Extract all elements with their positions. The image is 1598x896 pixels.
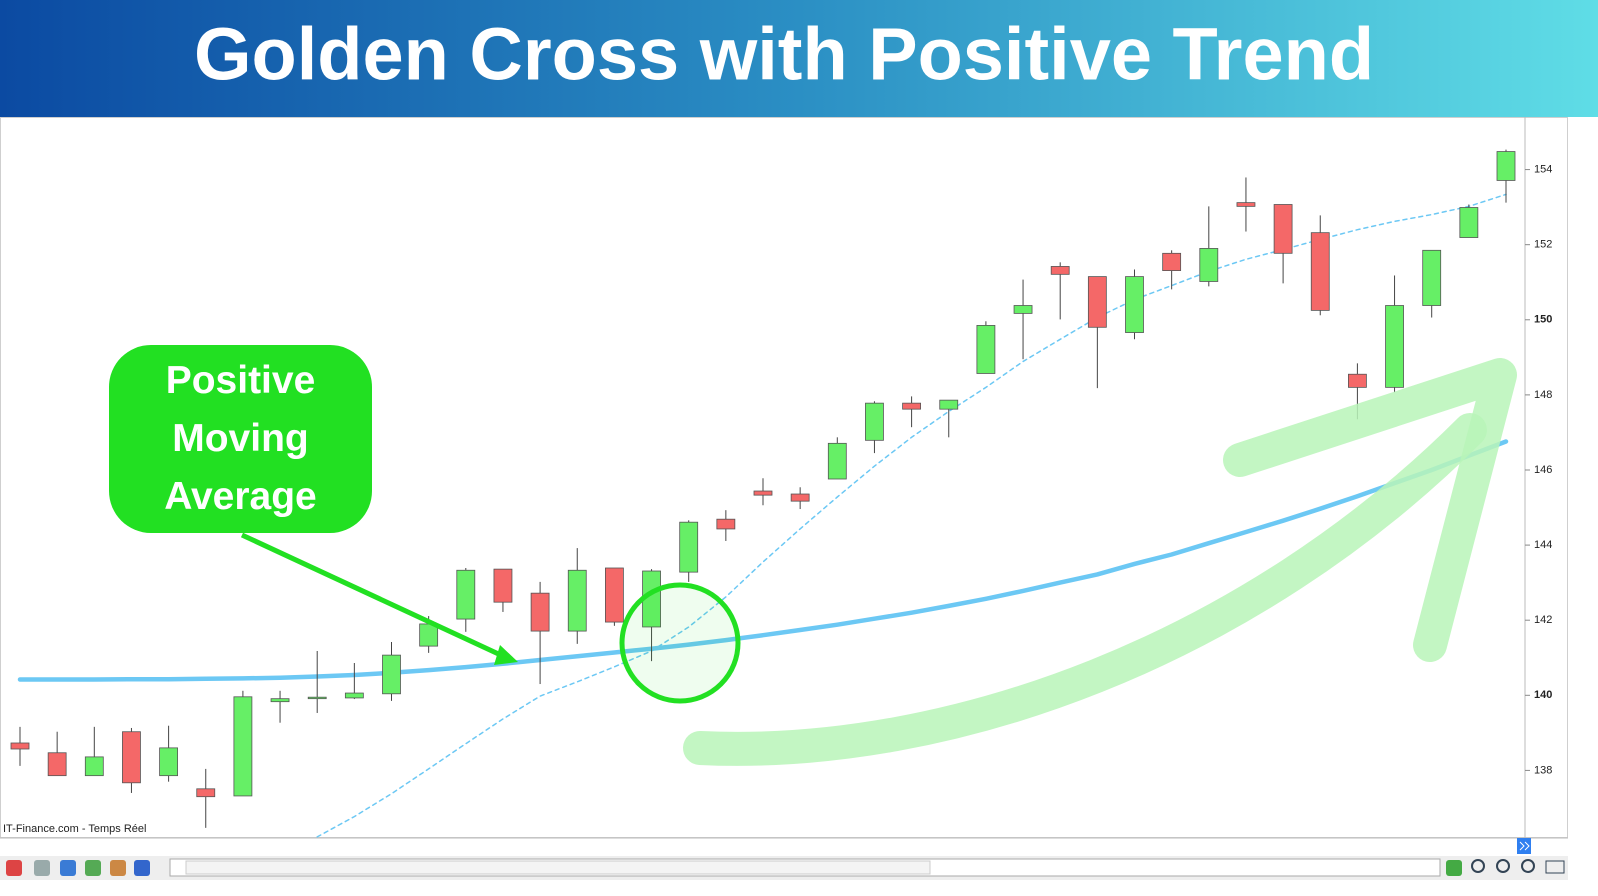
- annotation-arrow: [240, 532, 507, 660]
- y-tick-label: 146: [1534, 464, 1552, 476]
- candle-body: [1310, 232, 1330, 311]
- candle-body: [1422, 249, 1442, 306]
- tool-icon[interactable]: [110, 860, 126, 876]
- tool-icon[interactable]: [6, 860, 22, 876]
- candle-body: [753, 490, 773, 496]
- candle-body: [307, 696, 327, 700]
- tool-icon[interactable]: [34, 860, 50, 876]
- candle-body: [902, 402, 921, 410]
- candle-body: [196, 788, 216, 798]
- y-tick-label: 140: [1534, 689, 1552, 701]
- annotation-box: [109, 345, 372, 533]
- candle-body: [716, 518, 736, 530]
- trend-arrow-head: [1223, 358, 1517, 662]
- candle-body: [344, 692, 364, 699]
- moving-average: [17, 439, 1509, 682]
- y-tick-label: 152: [1534, 239, 1552, 251]
- candle-body: [790, 493, 810, 502]
- zoom-out-icon[interactable]: [1496, 859, 1510, 873]
- moving-average: [316, 193, 1507, 838]
- candle-body: [567, 569, 587, 632]
- candle-body: [939, 399, 959, 410]
- candle-body: [382, 654, 401, 695]
- y-tick-label: 138: [1534, 764, 1552, 776]
- candle-body: [84, 756, 104, 777]
- annotation-arrowhead: [494, 645, 518, 665]
- candle-body: [493, 568, 513, 603]
- y-tick-label: 150: [1534, 314, 1552, 326]
- tool-icon[interactable]: [60, 860, 76, 876]
- menu-icon[interactable]: [1545, 860, 1565, 874]
- tool-icon[interactable]: [1446, 860, 1462, 876]
- trend-arrow: [683, 413, 1487, 766]
- date-strip: [0, 838, 1568, 856]
- candle-body: [270, 698, 290, 703]
- candle-body: [827, 442, 847, 480]
- candle-body: [530, 592, 550, 632]
- zoom-icons: [1446, 859, 1565, 876]
- candle-body: [1013, 305, 1033, 314]
- candle-body: [1273, 204, 1293, 254]
- candle-body: [122, 731, 141, 784]
- toolbar-icons: [6, 860, 150, 876]
- candle-body: [976, 325, 996, 374]
- tool-icon[interactable]: [134, 860, 150, 876]
- candle-body: [47, 752, 67, 777]
- y-tick-label: 142: [1534, 614, 1552, 626]
- annotation-text: Positive Moving Average: [164, 359, 317, 518]
- source-label: IT-Finance.com - Temps Réel: [3, 823, 146, 835]
- candle-body: [1050, 266, 1070, 275]
- candle-body: [1162, 252, 1182, 271]
- candle-body: [1199, 248, 1219, 282]
- candle-body: [419, 623, 439, 647]
- scroll-right-icon: [1519, 841, 1530, 851]
- y-tick-label: 154: [1534, 163, 1552, 175]
- candle-body: [605, 567, 624, 623]
- candle-body: [10, 742, 30, 750]
- chart-title: Golden Cross with Positive Trend: [194, 13, 1374, 96]
- golden-cross-circle: [619, 582, 741, 704]
- candle-body: [865, 402, 884, 441]
- candle-body: [1236, 202, 1256, 207]
- candle-body: [679, 521, 699, 573]
- zoom-icon[interactable]: [1471, 859, 1485, 873]
- candle-body: [1496, 151, 1516, 181]
- zoom-in-icon[interactable]: [1521, 859, 1535, 873]
- candle-body: [233, 696, 253, 797]
- candle-body: [456, 569, 476, 620]
- candle-body: [1385, 305, 1404, 388]
- candle-body: [159, 747, 179, 777]
- candle-body: [1459, 207, 1479, 238]
- candle-body: [1348, 373, 1367, 388]
- tool-icon[interactable]: [85, 860, 101, 876]
- candle-body: [1125, 276, 1144, 333]
- scrollbar-thumb[interactable]: [185, 860, 931, 875]
- title-banner: [0, 0, 1598, 117]
- y-tick-label: 144: [1534, 539, 1552, 551]
- annotation: Positive Moving Average: [109, 345, 372, 533]
- y-tick-label: 148: [1534, 389, 1552, 401]
- candle-body: [1087, 276, 1107, 328]
